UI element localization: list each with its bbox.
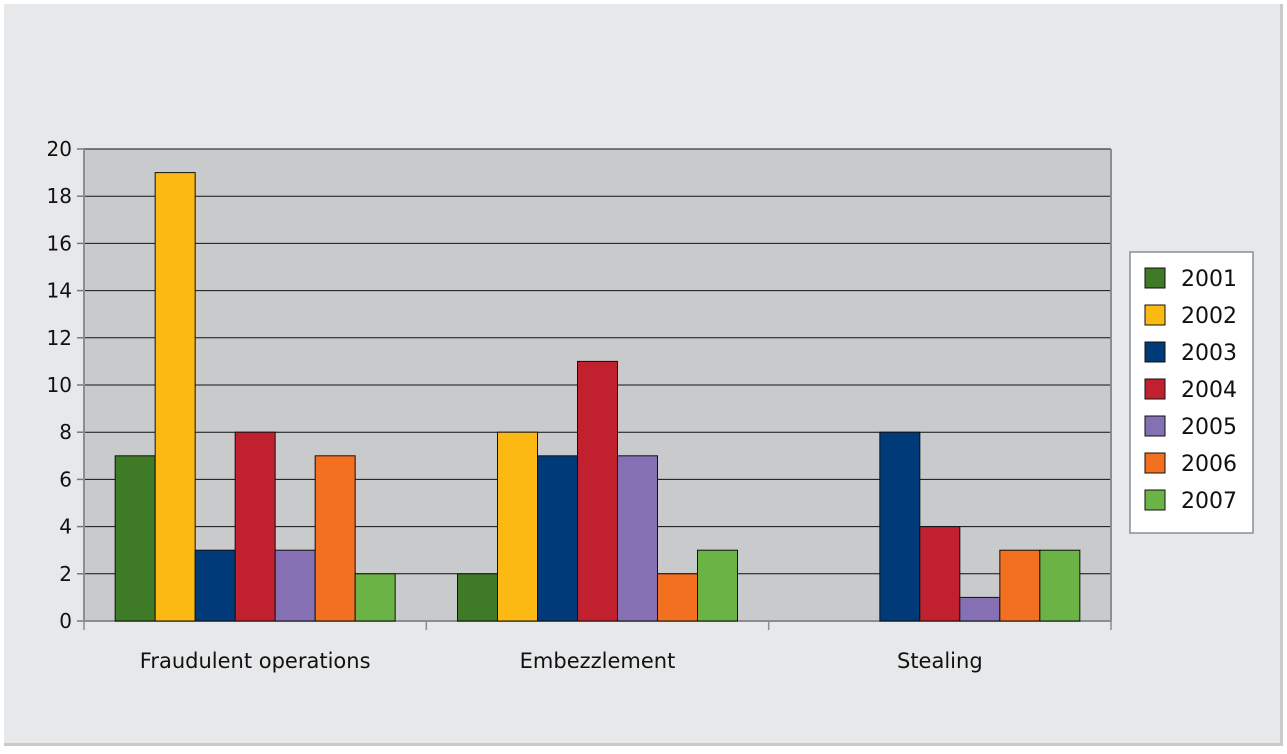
legend-swatch	[1144, 489, 1166, 511]
legend-label: 2007	[1181, 489, 1237, 514]
bar-2004-embezzlement	[577, 360, 618, 622]
legend: 2001 2002 2003 2004 2005 2006 2007	[1129, 251, 1254, 534]
bar-2006-stealing	[999, 549, 1041, 622]
bar-2001-fraudulent-operations	[114, 455, 156, 622]
y-tick-label: 20	[47, 137, 72, 161]
y-tick-label: 0	[59, 609, 72, 633]
y-tick-label: 2	[59, 562, 72, 586]
legend-label: 2003	[1181, 341, 1237, 366]
legend-swatch	[1144, 267, 1166, 289]
legend-swatch	[1144, 415, 1166, 437]
bar-2006-fraudulent-operations	[314, 455, 356, 622]
bar-2007-stealing	[1039, 549, 1081, 622]
legend-label: 2006	[1181, 452, 1237, 477]
legend-swatch	[1144, 304, 1166, 326]
x-category-label: Fraudulent operations	[140, 649, 371, 673]
legend-swatch	[1144, 341, 1166, 363]
y-tick-label: 18	[47, 184, 72, 208]
bar-2005-fraudulent-operations	[274, 549, 316, 622]
bar-2001-embezzlement	[457, 573, 498, 622]
y-tick-label: 4	[59, 515, 72, 539]
y-tick-label: 10	[47, 373, 72, 397]
bar-2007-fraudulent-operations	[354, 573, 396, 622]
y-tick-label: 16	[47, 231, 72, 255]
bar-2003-fraudulent-operations	[194, 549, 236, 622]
bar-2003-embezzlement	[537, 455, 578, 622]
bar-2004-stealing	[919, 526, 961, 622]
legend-label: 2001	[1181, 267, 1237, 292]
bar-2003-stealing	[879, 431, 921, 622]
y-tick-label: 12	[47, 326, 72, 350]
bar-2004-fraudulent-operations	[234, 431, 276, 622]
bar-2005-embezzlement	[617, 455, 658, 622]
bar-2002-embezzlement	[497, 431, 538, 622]
x-category-label: Stealing	[897, 649, 983, 673]
plot-area: 0 2 4 6 8 10 12 14 16 18 20 Fraudulent operations Em…	[47, 137, 1112, 673]
y-tick-label: 14	[47, 279, 72, 303]
legend-label: 2002	[1181, 304, 1237, 329]
bar-2006-embezzlement	[657, 573, 698, 622]
bar-2002-fraudulent-operations	[154, 172, 196, 622]
chart-frame: 0 2 4 6 8 10 12 14 16 18 20 Fraudulent operations Em…	[4, 4, 1283, 746]
y-tick-label: 6	[59, 467, 72, 491]
legend-label: 2004	[1181, 378, 1237, 403]
legend-label: 2005	[1181, 415, 1237, 440]
legend-swatch	[1144, 452, 1166, 474]
legend-swatch	[1144, 378, 1166, 400]
bar-2005-stealing	[959, 596, 1001, 622]
bar-chart: 0 2 4 6 8 10 12 14 16 18 20 Fraudulent operations Em…	[47, 137, 1254, 673]
y-tick-label: 8	[59, 420, 72, 444]
bar-2007-embezzlement	[697, 549, 738, 622]
x-category-label: Embezzlement	[520, 649, 676, 673]
